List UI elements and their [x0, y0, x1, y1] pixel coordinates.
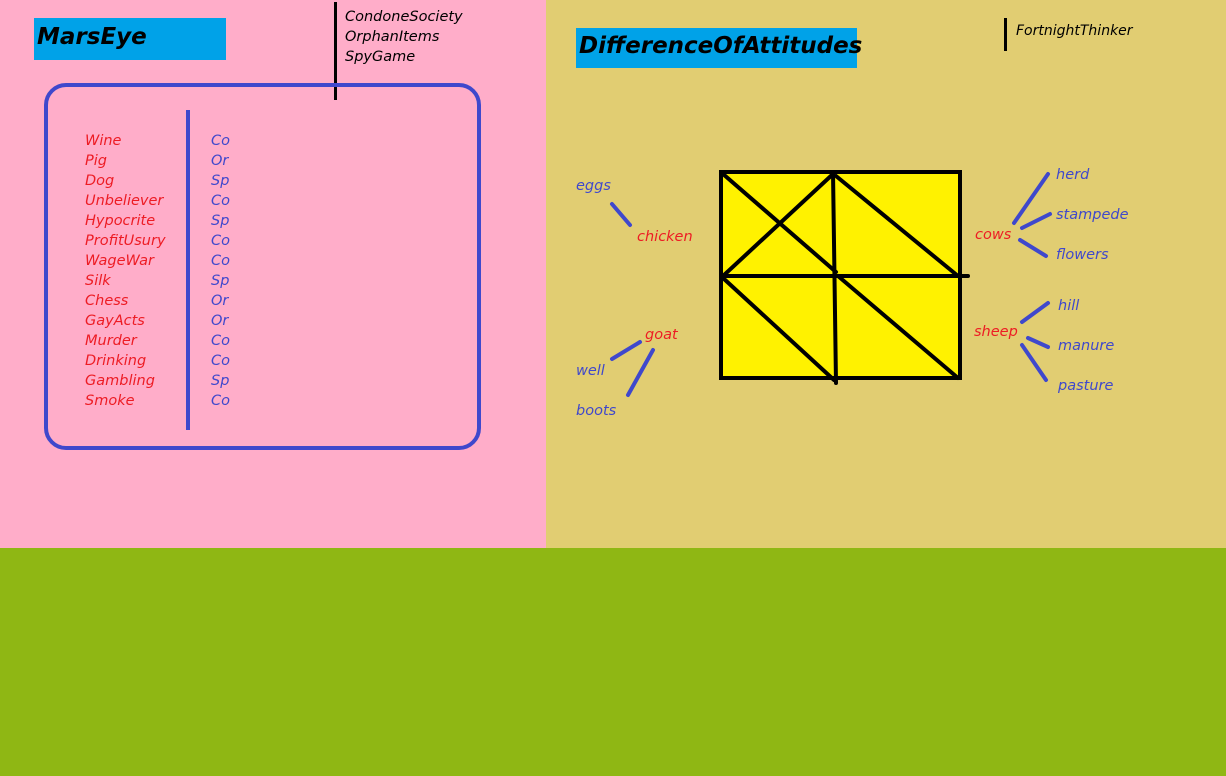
list-item: Unbeliever	[85, 193, 164, 209]
top-list-item: SpyGame	[345, 49, 416, 65]
node-flowers: flowers	[1056, 247, 1109, 263]
connector-eggs-chicken	[610, 202, 632, 227]
list-item: Dog	[85, 173, 115, 189]
list-item: WageWar	[85, 253, 154, 269]
node-goat: goat	[645, 327, 679, 343]
grid-line	[831, 170, 838, 385]
node-manure: manure	[1058, 338, 1114, 354]
list-item: Hypocrite	[85, 213, 156, 229]
list-code: Co	[211, 233, 230, 249]
list-divider	[186, 110, 190, 430]
code-column: Co Or Sp Co Sp Co Co Sp Or Or Co Co Sp Co	[211, 131, 230, 411]
node-pasture: pasture	[1057, 378, 1113, 394]
list-code: Co	[211, 393, 230, 409]
node-chicken: chicken	[637, 229, 693, 245]
list-code: Or	[211, 293, 229, 309]
grid-line	[721, 276, 836, 382]
list-item: Drinking	[85, 353, 147, 369]
list-item: GayActs	[85, 313, 145, 329]
thinker-label: FortnightThinker	[1016, 23, 1133, 39]
connector-goat-well	[610, 340, 642, 361]
list-item: Silk	[85, 273, 111, 289]
list-code: Co	[211, 253, 230, 269]
list-code: Or	[211, 313, 229, 329]
bottom-panel	[0, 548, 1226, 776]
grid-line	[836, 274, 960, 380]
list-item: Smoke	[85, 393, 135, 409]
connector-cows-flowers	[1018, 238, 1048, 258]
list-item: Chess	[85, 293, 129, 309]
top-list-item: OrphanItems	[345, 29, 440, 45]
connector-goat-boots	[626, 348, 655, 397]
connector-sheep-pasture	[1020, 343, 1048, 382]
thinker-divider	[1004, 18, 1007, 51]
marseye-title: MarsEye	[34, 18, 226, 60]
connector-cows-stampede	[1020, 212, 1052, 230]
list-code: Or	[211, 153, 229, 169]
connector-sheep-manure	[1026, 336, 1050, 349]
node-eggs: eggs	[576, 178, 611, 194]
grid-line	[721, 172, 835, 278]
list-code: Sp	[211, 173, 230, 189]
list-code: Co	[211, 353, 230, 369]
node-herd: herd	[1056, 167, 1090, 183]
node-boots: boots	[576, 403, 617, 419]
node-hill: hill	[1058, 298, 1079, 314]
top-list-item: CondoneSociety	[345, 9, 463, 25]
list-code: Co	[211, 333, 230, 349]
left-panel	[0, 0, 546, 548]
node-well: well	[576, 363, 605, 379]
list-item: Gambling	[85, 373, 155, 389]
attitudes-title: DifferenceOfAttitudes	[576, 28, 862, 68]
connectors	[610, 172, 1052, 397]
list-frame	[44, 83, 481, 450]
item-column: Wine Pig Dog Unbeliever Hypocrite ProfitUsury…	[85, 131, 166, 411]
list-code: Co	[211, 193, 230, 209]
list-item: Pig	[85, 153, 107, 169]
list-code: Co	[211, 133, 230, 149]
list-code: Sp	[211, 373, 230, 389]
list-item: Murder	[85, 333, 137, 349]
node-stampede: stampede	[1056, 207, 1129, 223]
list-code: Sp	[211, 273, 230, 289]
grid-square	[719, 170, 970, 385]
connector-sheep-hill	[1020, 301, 1050, 324]
list-code: Sp	[211, 213, 230, 229]
top-list: CondoneSociety OrphanItems SpyGame	[345, 7, 463, 67]
node-cows: cows	[975, 227, 1012, 243]
list-item: Wine	[85, 133, 122, 149]
connector-cows-herd	[1012, 172, 1050, 225]
list-item: ProfitUsury	[85, 233, 166, 249]
node-sheep: sheep	[974, 324, 1018, 340]
grid-line	[834, 174, 960, 278]
top-list-divider	[334, 2, 337, 100]
